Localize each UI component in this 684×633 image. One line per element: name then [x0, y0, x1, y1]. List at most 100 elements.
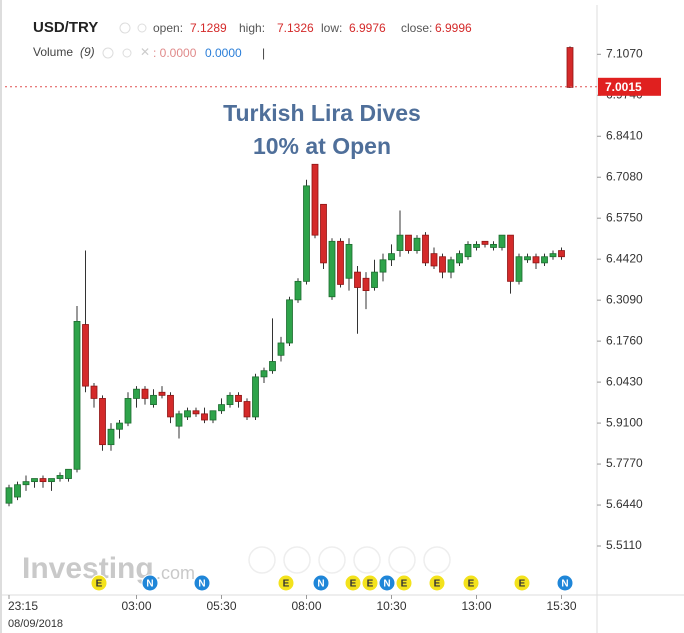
nav-button[interactable]	[353, 546, 381, 574]
watermark-suffix: .com	[156, 563, 195, 583]
event-marker[interactable]: E	[277, 574, 295, 592]
nav-button[interactable]	[248, 546, 276, 574]
last-price-tag	[598, 77, 661, 96]
event-label: N	[146, 579, 153, 590]
event-marker[interactable]: N	[312, 574, 330, 592]
y-tick-label: 6.0430	[606, 374, 643, 388]
candle-body	[294, 280, 302, 301]
candle	[379, 253, 387, 282]
candle	[328, 238, 336, 300]
event-marker[interactable]: N	[378, 574, 396, 592]
close-value: 6.9996	[435, 21, 472, 35]
y-tick-label: 6.1760	[606, 333, 643, 347]
candle-body	[175, 413, 183, 427]
icon[interactable]	[137, 23, 147, 33]
event-marker[interactable]: E	[462, 574, 480, 592]
candle-body	[218, 404, 225, 412]
candle-body	[167, 394, 174, 418]
candle-body	[31, 478, 38, 483]
candle-body	[558, 250, 565, 258]
candle-body	[235, 394, 242, 402]
nav-button[interactable]	[318, 546, 346, 574]
candle	[413, 235, 421, 254]
candle	[201, 407, 208, 424]
candle	[430, 247, 438, 270]
low-label: low:	[321, 21, 342, 35]
event-marker[interactable]: N	[193, 574, 211, 592]
event-marker[interactable]: E	[513, 574, 531, 592]
event-marker[interactable]: N	[556, 574, 574, 592]
volume-value: 0.0000	[205, 46, 242, 60]
candle-body	[65, 468, 72, 479]
event-circle	[361, 574, 379, 592]
candle-body	[192, 410, 200, 415]
candle	[447, 256, 455, 279]
icon[interactable]: ✕	[140, 45, 150, 59]
event-circle	[312, 574, 330, 592]
event-marker[interactable]: E	[361, 574, 379, 592]
candle-body	[532, 256, 540, 264]
candle	[167, 392, 174, 424]
icon[interactable]	[122, 48, 132, 58]
candle	[371, 259, 378, 291]
x-tick-label: 15:30	[546, 599, 576, 613]
candle-body	[133, 388, 140, 399]
candle	[507, 234, 514, 294]
candle	[405, 234, 412, 254]
candle	[277, 336, 285, 362]
x-tick-label: 05:30	[206, 599, 236, 613]
icon[interactable]	[119, 22, 131, 34]
candle-body	[447, 259, 455, 273]
candle-body	[456, 253, 463, 264]
candle	[133, 386, 140, 408]
candle	[558, 247, 565, 260]
candle	[320, 203, 327, 270]
candle	[99, 395, 106, 451]
event-marker[interactable]: E	[428, 574, 446, 592]
y-tick-label: 6.8410	[606, 128, 643, 142]
candle-body	[116, 422, 123, 430]
event-label: E	[434, 579, 441, 590]
candle-body	[422, 234, 429, 264]
candle-body	[158, 391, 166, 396]
candle	[354, 265, 361, 334]
candle-body	[473, 243, 480, 248]
candle	[243, 398, 251, 421]
candle-body	[549, 253, 557, 258]
candle	[226, 392, 234, 408]
event-marker[interactable]: E	[344, 574, 362, 592]
candle-body	[507, 234, 514, 282]
event-marker[interactable]: E	[90, 574, 108, 592]
icon[interactable]	[102, 47, 114, 59]
y-tick-label: 7.1070	[606, 46, 643, 60]
candle	[22, 475, 30, 491]
candle	[116, 420, 123, 439]
candle	[218, 398, 225, 414]
nav-button[interactable]	[423, 546, 451, 574]
event-marker[interactable]: E	[395, 574, 413, 592]
event-circle	[513, 574, 531, 592]
event-circle	[462, 574, 480, 592]
high-value: 7.1326	[277, 21, 314, 35]
separator: |	[262, 46, 265, 60]
candle	[498, 234, 506, 251]
candle-body	[524, 256, 531, 261]
event-marker[interactable]: N	[141, 574, 159, 592]
candle	[260, 367, 268, 384]
y-tick-label: 5.7770	[606, 456, 643, 470]
candle-body	[371, 271, 378, 288]
nav-buttons	[248, 546, 451, 574]
candle	[5, 484, 13, 507]
high-label: high:	[239, 21, 265, 35]
nav-button[interactable]	[388, 546, 416, 574]
event-circle	[344, 574, 362, 592]
candle-body	[82, 324, 89, 387]
candle-body	[430, 253, 438, 267]
candle	[158, 386, 166, 399]
event-label: E	[350, 579, 357, 590]
candle-body	[14, 484, 21, 498]
candle	[541, 253, 548, 266]
candle-body	[124, 398, 132, 424]
nav-button[interactable]	[283, 546, 311, 574]
